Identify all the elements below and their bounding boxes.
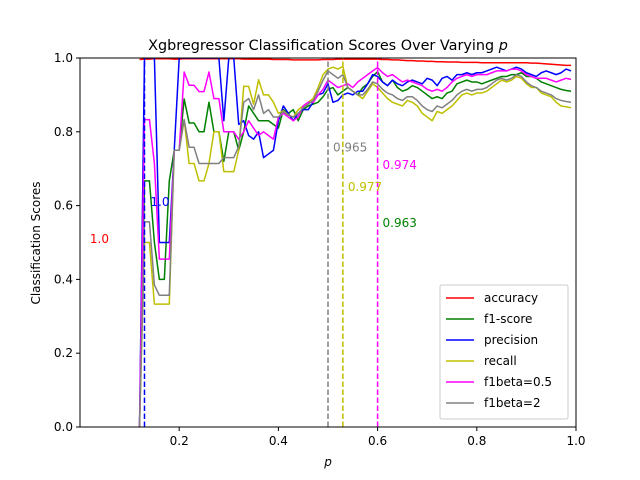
y-tick-label: 0.6 — [54, 199, 73, 213]
legend-label: recall — [484, 354, 517, 368]
x-tick-label: 1.0 — [566, 434, 585, 448]
annotation-5: 0.974 — [383, 158, 417, 172]
y-tick-label: 0.0 — [54, 420, 73, 434]
legend-label: accuracy — [484, 291, 538, 305]
annotation-1: 1.0 — [90, 232, 109, 246]
annotation-6: 0.963 — [383, 216, 417, 230]
legend-label: precision — [484, 333, 538, 347]
x-tick-label: 0.8 — [467, 434, 486, 448]
annotation-4: 0.977 — [348, 180, 382, 194]
annotation-3: 0.965 — [333, 141, 367, 155]
x-tick-label: 0.2 — [170, 434, 189, 448]
y-axis-label: Classification Scores — [29, 181, 43, 304]
y-tick-label: 1.0 — [54, 51, 73, 65]
series-line-f1beta-2 — [138, 70, 572, 427]
legend-label: f1beta=2 — [484, 396, 541, 410]
x-tick-label: 0.6 — [368, 434, 387, 448]
y-tick-label: 0.2 — [54, 346, 73, 360]
x-tick-label: 0.4 — [269, 434, 288, 448]
annotation-2: 1.0 — [150, 195, 169, 209]
x-axis-label: p — [323, 455, 332, 469]
chart-title: Xgbregressor Classification Scores Over … — [148, 38, 508, 54]
y-tick-label: 0.4 — [54, 272, 73, 286]
series-line-f1beta-0-5 — [138, 66, 572, 427]
y-tick-label: 0.8 — [54, 125, 73, 139]
legend-label: f1beta=0.5 — [484, 375, 552, 389]
axes-frame — [79, 57, 577, 428]
legend-label: f1-score — [484, 312, 532, 326]
